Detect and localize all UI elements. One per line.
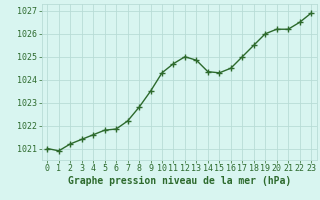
X-axis label: Graphe pression niveau de la mer (hPa): Graphe pression niveau de la mer (hPa) [68, 176, 291, 186]
